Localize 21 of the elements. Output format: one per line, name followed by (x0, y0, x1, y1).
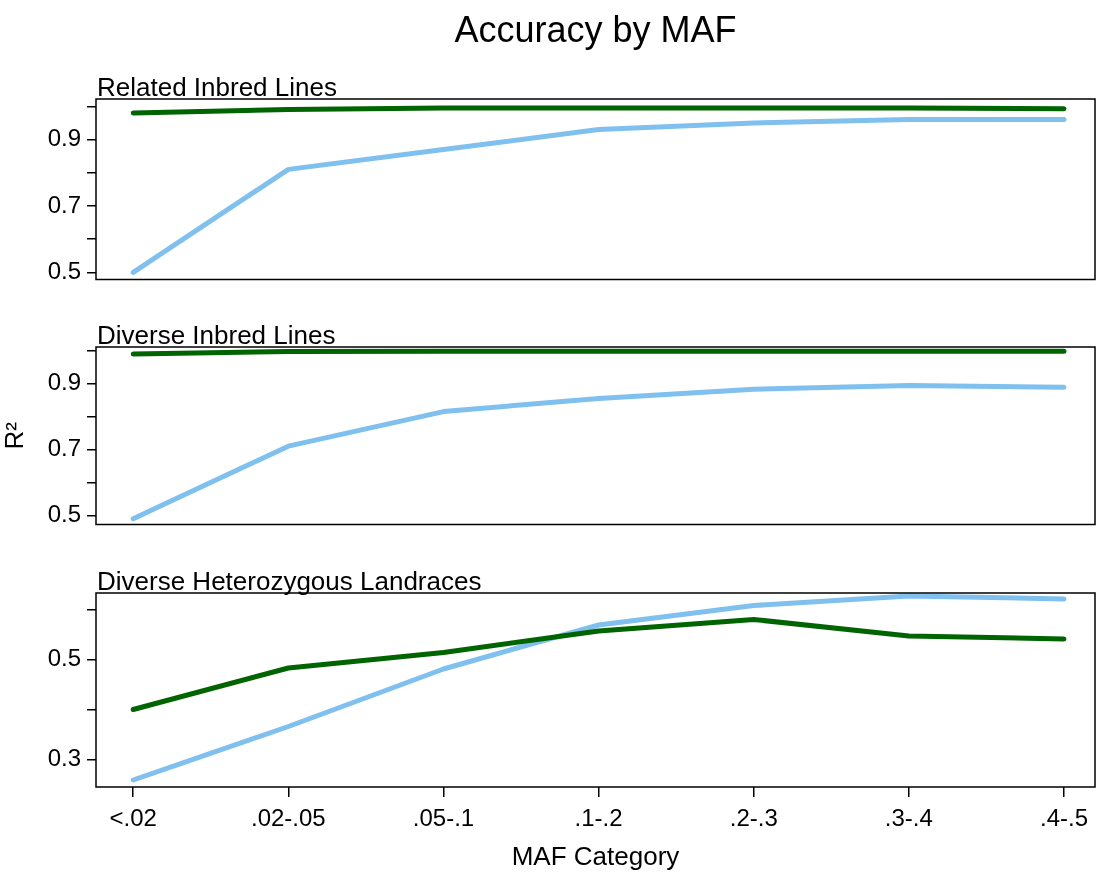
x-tick-label: .02-.05 (250, 804, 326, 832)
chart-subtitle: Related Inbred Lines (97, 72, 337, 102)
y-tick-label: 0.5 (47, 500, 81, 527)
y-tick-label: 0.9 (47, 124, 81, 152)
y-tick-label: 0.3 (47, 744, 81, 772)
y-tick-label: 0.7 (47, 434, 81, 462)
x-tick-label: .05-.1 (412, 804, 475, 832)
x-tick-label: .3-.4 (884, 804, 933, 832)
x-tick-label: .2-.3 (729, 804, 778, 832)
y-tick-label: 0.7 (47, 190, 81, 218)
y-tick-label: 0.9 (47, 368, 81, 396)
chart-title: Accuracy by MAF (454, 9, 737, 50)
x-tick-label: <.02 (109, 804, 157, 832)
y-tick-label: 0.5 (47, 256, 81, 284)
x-tick-label: .4-.5 (1039, 804, 1088, 832)
x-tick-label: .1-.2 (574, 804, 623, 832)
chart-subtitle: Diverse Heterozygous Landraces (97, 566, 482, 596)
chart-subtitle: Diverse Inbred Lines (97, 320, 336, 350)
y-axis-title: R² (0, 421, 29, 450)
x-axis-title: MAF Category (511, 840, 680, 871)
y-tick-label: 0.5 (47, 644, 81, 672)
